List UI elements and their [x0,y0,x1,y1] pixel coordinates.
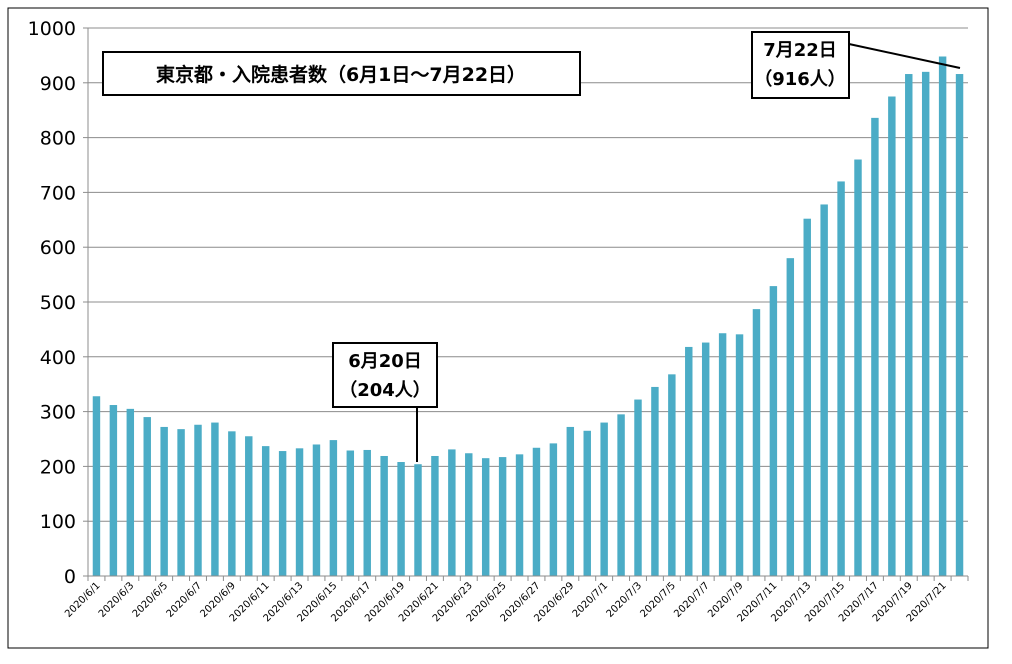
y-tick-label: 0 [64,566,76,588]
bar-2020/7/3 [634,399,642,576]
annotation-jul22: 7月22日 （916人） [751,31,961,99]
bar-2020/6/30 [583,430,591,576]
annotation-jun20-value: （204人） [339,380,431,401]
bars [92,56,964,577]
bar-2020/6/11 [261,446,270,576]
bar-2020/6/24 [481,458,490,576]
bar-2020/6/29 [566,426,575,576]
bar-2020/6/15 [329,440,338,576]
bar-2020/6/8 [211,422,219,576]
bar-2020/6/7 [194,424,202,576]
bar-2020/6/19 [397,462,405,576]
bar-2020/7/5 [668,374,676,576]
chart-title: 東京都・入院患者数（6月1日～7月22日） [156,63,526,86]
bar-2020/6/3 [126,408,135,576]
bar-2020/6/5 [160,426,168,576]
y-tick-label: 400 [40,347,76,369]
bar-2020/7/19 [905,74,913,577]
annotation-jun20: 6月20日 （204人） [332,342,438,462]
bar-2020/7/10 [752,309,761,576]
bar-2020/6/25 [498,457,507,576]
bar-2020/7/18 [888,96,896,576]
bar-2020/6/27 [532,447,541,576]
bar-2020/6/23 [465,453,473,576]
bar-2020/7/6 [685,346,693,576]
bar-2020/6/12 [278,451,287,576]
bar-2020/7/8 [718,333,727,576]
bar-2020/6/9 [228,431,236,576]
bar-2020/6/2 [109,405,118,576]
bar-2020/6/13 [295,448,304,576]
bar-2020/7/9 [735,334,744,576]
annotation-jul22-date: 7月22日 [763,40,837,61]
bar-2020/7/17 [871,117,879,576]
bar-2020/6/10 [245,436,253,576]
bar-2020/6/18 [380,455,388,576]
bar-2020/7/1 [600,422,608,576]
bar-2020/6/21 [431,455,439,576]
bar-2020/7/21 [938,56,947,577]
bar-2020/7/22 [955,74,964,577]
y-tick-label: 100 [40,511,76,533]
annotation-jul22-value: （916人） [754,69,846,90]
y-tick-label: 200 [40,456,76,478]
y-tick-label: 1000 [28,18,76,40]
bar-2020/7/12 [786,258,795,576]
bar-2020/7/2 [617,414,625,576]
y-tick-label: 300 [40,402,76,424]
bar-2020/6/4 [143,417,151,576]
bar-2020/6/20 [414,464,422,576]
bar-2020/7/13 [803,218,811,577]
bar-2020/7/20 [921,71,930,576]
bar-2020/6/26 [515,454,524,576]
annotation-jul22-leader [848,43,961,69]
bar-2020/6/16 [346,450,355,576]
bar-2020/6/22 [448,449,456,576]
y-tick-label: 500 [40,292,76,314]
bar-2020/7/11 [769,286,778,576]
bar-2020/6/17 [363,449,371,576]
bar-2020/6/28 [549,443,558,576]
bar-2020/7/14 [820,204,828,576]
annotation-jun20-date: 6月20日 [348,351,422,372]
bar-2020/7/15 [837,181,845,576]
bar-2020/6/14 [312,444,321,576]
bar-2020/6/6 [177,429,185,576]
y-axis: 0 100 200 300 400 500 600 700 800 900 1000 [28,18,89,588]
y-tick-label: 800 [40,128,76,150]
bar-2020/7/4 [651,386,659,576]
chart-title-box: 東京都・入院患者数（6月1日～7月22日） [102,51,581,96]
bar-2020/6/1 [92,396,101,576]
bar-2020/7/16 [854,159,862,576]
y-tick-label: 700 [40,182,76,204]
bar-2020/7/7 [701,342,710,576]
y-tick-label: 600 [40,237,76,259]
y-tick-label: 900 [40,73,76,95]
